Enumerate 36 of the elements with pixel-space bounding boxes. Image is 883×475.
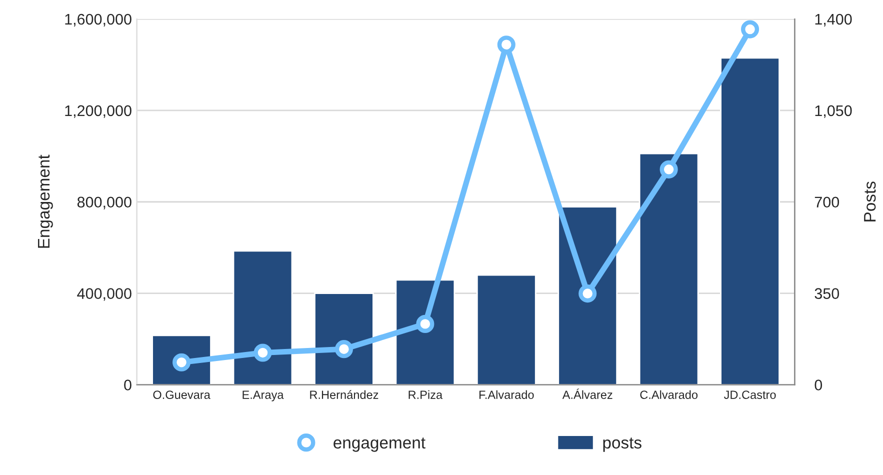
x-tick-label: F.Alvarado — [479, 390, 534, 399]
point — [660, 160, 678, 178]
y-tick-label: 400,000 — [77, 288, 132, 301]
point — [741, 20, 760, 38]
x-tick-label: O.Guevara — [153, 390, 210, 399]
y-tick-label: 0 — [124, 380, 132, 390]
bar — [395, 279, 456, 385]
point — [334, 340, 353, 358]
bar — [314, 292, 374, 385]
point — [254, 344, 272, 362]
y2-tick-label: 350 — [814, 288, 840, 299]
bar — [638, 152, 699, 385]
y2-tick-label: 1,050 — [815, 105, 852, 118]
y-tick-label: 800,000 — [77, 196, 132, 210]
x-tick-label: C.Alvarado — [640, 390, 698, 399]
x-tick-label: R.Hernández — [310, 390, 378, 399]
y2-axis-title: Posts — [864, 182, 876, 222]
point — [416, 314, 434, 333]
legend-label: posts — [603, 438, 642, 452]
bar — [232, 250, 293, 385]
y2-tick-label: 0 — [814, 380, 822, 390]
bar — [476, 274, 536, 385]
x-tick-label: R.Piza — [408, 390, 443, 399]
x-tick-label: A.Álvarez — [562, 388, 612, 399]
bar — [558, 206, 618, 385]
bar — [720, 57, 780, 385]
y-axis-title: Engagement — [38, 154, 53, 248]
y2-tick-label: 1,400 — [815, 14, 852, 26]
legend-label: engagement — [334, 438, 426, 452]
y-tick-label: 1,200,000 — [65, 105, 132, 118]
point — [578, 284, 597, 303]
x-tick-label: E.Araya — [242, 390, 284, 402]
x-tick-label: JD.Castro — [724, 390, 776, 399]
y-tick-label: 1,600,000 — [65, 14, 132, 26]
point — [497, 36, 516, 54]
y2-tick-label: 700 — [814, 196, 840, 208]
